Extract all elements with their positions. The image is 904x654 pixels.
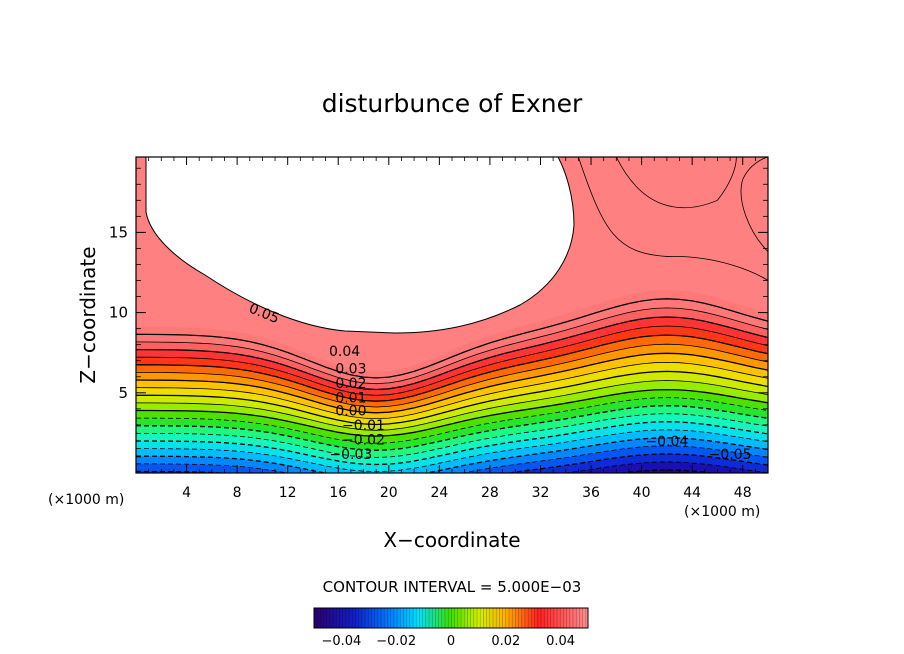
colorbar-tick-label: 0 (447, 634, 455, 649)
contour-line (615, 157, 737, 209)
contour-line (136, 380, 768, 431)
contour-line (136, 445, 768, 473)
x-tick-label: 40 (633, 485, 651, 501)
contour-line (136, 307, 768, 385)
x-axis-label: X−coordinate (383, 528, 520, 552)
contour-line (136, 429, 768, 473)
x-tick-label: 36 (582, 485, 600, 501)
contour-line (136, 316, 768, 391)
colorbar-tick-label: −0.02 (376, 634, 416, 649)
contour-label: 0.04 (329, 344, 360, 360)
contour-label: 0.03 (335, 362, 366, 378)
x-unit-label-left: (×1000 m) (48, 492, 124, 508)
colorbar-stripes (316, 608, 587, 628)
contour-line (563, 461, 768, 473)
x-tick-label: 8 (233, 485, 242, 501)
colorbar-tick-label: −0.04 (321, 634, 361, 649)
y-axis: 5 10 15 (109, 167, 768, 458)
contour-label: −0.01 (342, 418, 385, 434)
contour-line (136, 334, 768, 402)
chart-title: disturbunce of Exner (322, 89, 583, 118)
colorbar-frame (313, 607, 589, 629)
contour-label: 0.00 (335, 403, 366, 419)
contour-line (136, 370, 768, 426)
x-tick-label: 48 (734, 485, 752, 501)
contour-line (136, 298, 768, 379)
contour-band (622, 470, 713, 473)
contour-line (136, 388, 768, 437)
contour-line (136, 343, 768, 408)
colorbar-fill (314, 608, 588, 628)
contour-interval-text: CONTOUR INTERVAL = 5.000E−03 (323, 578, 582, 596)
upper-white-region (145, 157, 575, 334)
contour-line (616, 469, 718, 473)
x-tick-label: 12 (279, 485, 297, 501)
colorbar-tick-labels: −0.04 −0.02 0 0.02 0.04 (321, 634, 575, 649)
contour-line (136, 405, 768, 451)
contour-label: −0.04 (645, 434, 688, 450)
x-unit-label-right: (×1000 m) (684, 504, 760, 520)
contour-line (136, 413, 768, 458)
contour-line (136, 453, 768, 473)
y-tick-label: 10 (109, 304, 128, 322)
contour-line (136, 421, 768, 466)
contour-line (740, 157, 768, 252)
contour-label: −0.02 (342, 432, 385, 448)
colorbar-tick-label: 0.04 (546, 634, 575, 649)
y-tick-label: 5 (118, 384, 128, 402)
y-axis-label: Z−coordinate (76, 246, 100, 383)
colorbar: −0.04 −0.02 0 0.02 0.04 (313, 607, 589, 649)
plot-area (136, 157, 768, 473)
contour-label: 0.02 (335, 376, 366, 392)
x-tick-label: 28 (481, 485, 499, 501)
contour-label: 0.01 (335, 391, 366, 407)
x-tick-label: 16 (329, 485, 347, 501)
colorbar-tick-label: 0.02 (491, 634, 520, 649)
contour-line (136, 361, 768, 420)
x-tick-label: 20 (380, 485, 398, 501)
contour-label-layer: 0.050.040.030.020.010.00−0.01−0.02−0.03−… (246, 301, 751, 463)
contour-label: −0.05 (709, 447, 752, 463)
contour-line (136, 437, 768, 473)
x-tick-label: 32 (532, 485, 550, 501)
y-tick-label: 15 (109, 223, 128, 241)
contour-line (136, 325, 768, 396)
x-tick-label: 44 (683, 485, 701, 501)
x-tick-label: 24 (430, 485, 448, 501)
contour-lines (136, 157, 768, 473)
x-axis: 4 8 12 16 20 24 28 32 36 40 44 48 (148, 157, 756, 501)
contour-line (136, 352, 768, 414)
contour-line (136, 397, 768, 444)
contour-label: −0.03 (329, 447, 372, 463)
contour-line (578, 157, 768, 281)
x-tick-label: 4 (182, 485, 191, 501)
